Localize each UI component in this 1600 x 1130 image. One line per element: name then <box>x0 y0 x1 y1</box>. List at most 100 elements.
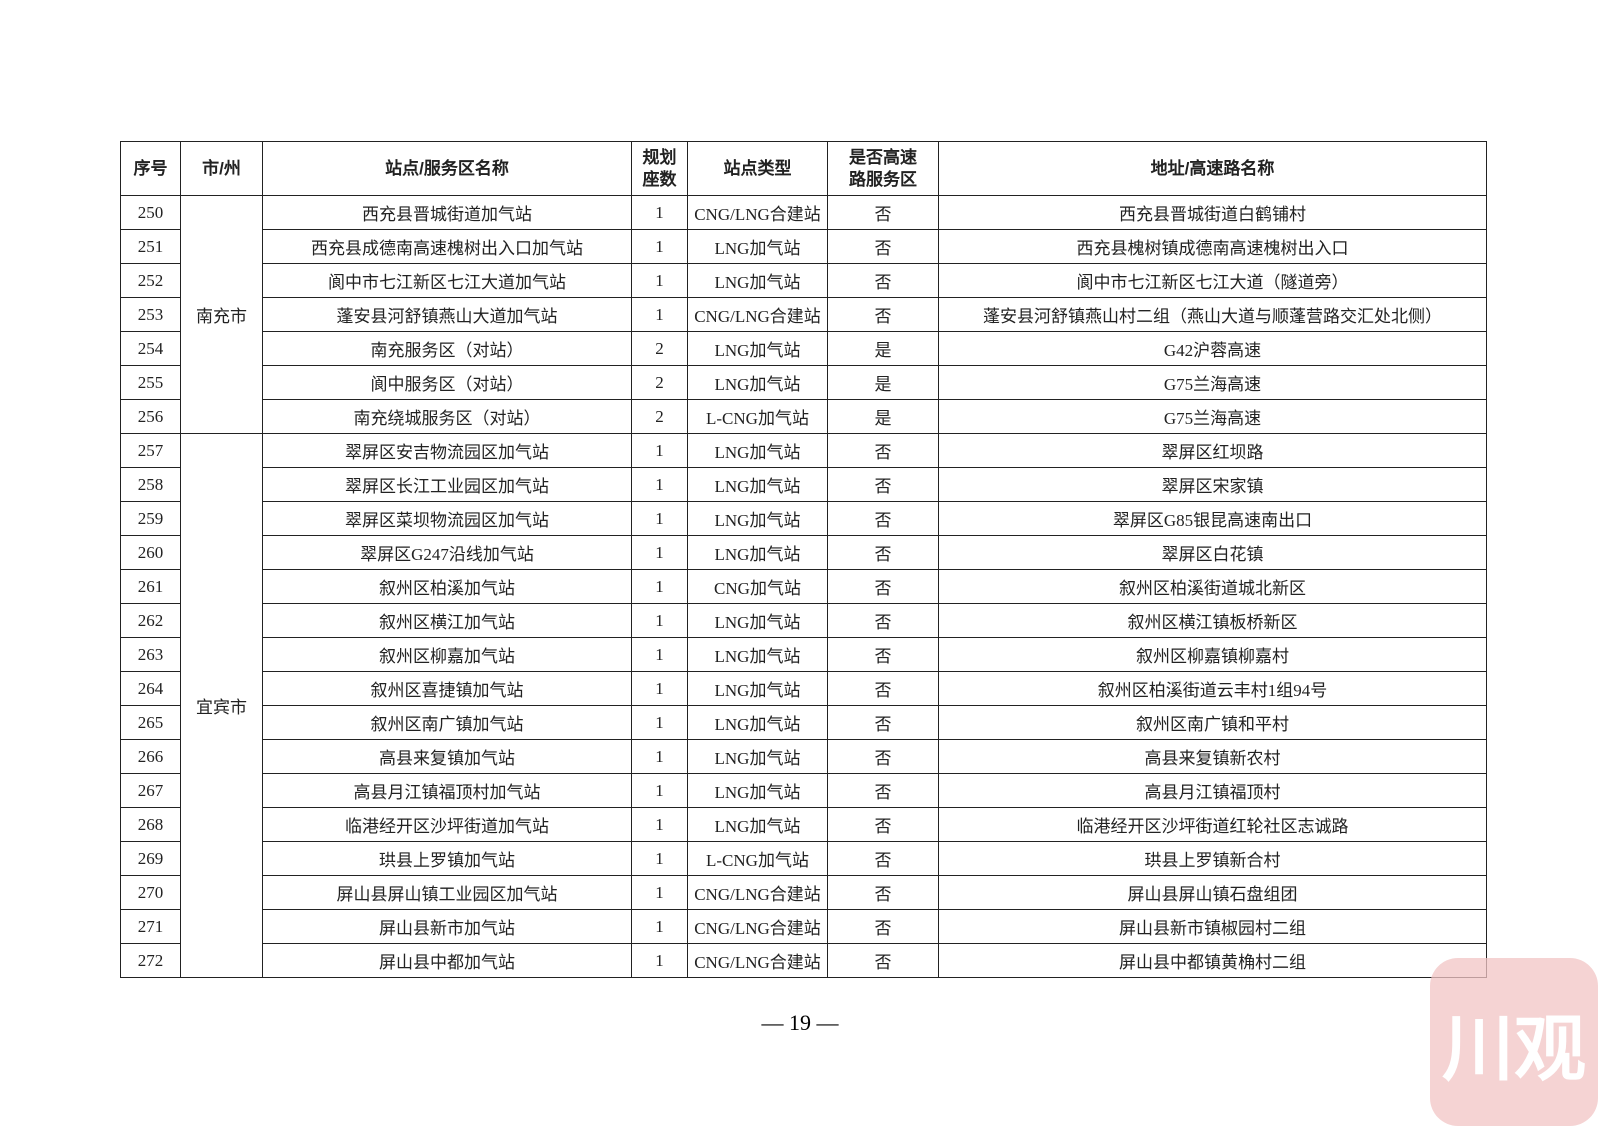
table-row: 272 屏山县中都加气站 1 CNG/LNG合建站否屏山县中都镇黄桷村二组 <box>120 943 1487 978</box>
cell: 否 <box>827 501 939 536</box>
cell: 269 <box>120 841 181 876</box>
cell: 1 <box>631 297 688 332</box>
cell: LNG加气站 <box>687 263 828 298</box>
header-cell: 规划 座数 <box>631 141 688 196</box>
cell: L-CNG加气站 <box>687 399 828 434</box>
cell: 高县来复镇新农村 <box>938 739 1487 774</box>
cell: 否 <box>827 841 939 876</box>
cell: 262 <box>120 603 181 638</box>
cell: 否 <box>827 535 939 570</box>
cell: LNG加气站 <box>687 739 828 774</box>
cell: LNG加气站 <box>687 229 828 264</box>
cell: 否 <box>827 637 939 672</box>
cell: LNG加气站 <box>687 773 828 808</box>
cell: G42沪蓉高速 <box>938 331 1487 366</box>
header-cell: 是否高速 路服务区 <box>827 141 939 196</box>
cell: 259 <box>120 501 181 536</box>
cell: LNG加气站 <box>687 671 828 706</box>
cell: 否 <box>827 943 939 978</box>
cell: 否 <box>827 773 939 808</box>
cell: 否 <box>827 297 939 332</box>
cell: 西充县晋城街道白鹤铺村 <box>938 195 1487 230</box>
table-row: 264 叙州区喜捷镇加气站 1 LNG加气站否叙州区柏溪街道云丰村1组94号 <box>120 671 1487 706</box>
cell: 1 <box>631 637 688 672</box>
cell: 否 <box>827 433 939 468</box>
cell: 268 <box>120 807 181 842</box>
cell: 1 <box>631 229 688 264</box>
cell: 1 <box>631 467 688 502</box>
cell: 257 <box>120 433 181 468</box>
cell: 253 <box>120 297 181 332</box>
cell: 西充县晋城街道加气站 <box>262 195 632 230</box>
cell: 264 <box>120 671 181 706</box>
table-row: 256 南充绕城服务区（对站） 2 L-CNG加气站是 G75兰海高速 <box>120 399 1487 434</box>
cell: 蓬安县河舒镇燕山村二组（燕山大道与顺蓬营路交汇处北侧） <box>938 297 1487 332</box>
cell: 阆中市七江新区七江大道加气站 <box>262 263 632 298</box>
cell: 否 <box>827 263 939 298</box>
cell: 叙州区横江加气站 <box>262 603 632 638</box>
cell: LNG加气站 <box>687 705 828 740</box>
cell: 252 <box>120 263 181 298</box>
cell: 翠屏区安吉物流园区加气站 <box>262 433 632 468</box>
cell: 1 <box>631 535 688 570</box>
cell: 翠屏区长江工业园区加气站 <box>262 467 632 502</box>
cell: 1 <box>631 807 688 842</box>
cell: 否 <box>827 705 939 740</box>
cell: LNG加气站 <box>687 331 828 366</box>
table-row: 250 南充市 西充县晋城街道加气站 1 CNG/LNG合建站否西充县晋城街道白鹤铺村 <box>120 195 1487 434</box>
header-cell: 站点类型 <box>687 141 828 196</box>
cell: 1 <box>631 501 688 536</box>
city-cell: 宜宾市 <box>180 433 263 978</box>
cell: 高县月江镇福顶村 <box>938 773 1487 808</box>
cell: 屏山县新市镇椒园村二组 <box>938 909 1487 944</box>
cell: 1 <box>631 195 688 230</box>
cell: 翠屏区G85银昆高速南出口 <box>938 501 1487 536</box>
cell: 2 <box>631 365 688 400</box>
table-row: 268 临港经开区沙坪街道加气站 1 LNG加气站否临港经开区沙坪街道红轮社区志诚路 <box>120 807 1487 842</box>
header-cell: 市/州 <box>180 141 263 196</box>
cell: 否 <box>827 671 939 706</box>
cell: 叙州区柏溪街道城北新区 <box>938 569 1487 604</box>
cell: LNG加气站 <box>687 637 828 672</box>
cell: L-CNG加气站 <box>687 841 828 876</box>
cell: 272 <box>120 943 181 978</box>
cell: CNG/LNG合建站 <box>687 909 828 944</box>
cell: 叙州区柳嘉镇柳嘉村 <box>938 637 1487 672</box>
table-row: 269 珙县上罗镇加气站 1 L-CNG加气站否珙县上罗镇新合村 <box>120 841 1487 876</box>
cell: 1 <box>631 739 688 774</box>
cell: 阆中服务区（对站） <box>262 365 632 400</box>
cell: 否 <box>827 195 939 230</box>
cell: 否 <box>827 467 939 502</box>
cell: 否 <box>827 875 939 910</box>
cell: 阆中市七江新区七江大道（隧道旁） <box>938 263 1487 298</box>
cell: G75兰海高速 <box>938 365 1487 400</box>
watermark: 川观 <box>1430 958 1598 1126</box>
cell: 1 <box>631 671 688 706</box>
cell: 高县月江镇福顶村加气站 <box>262 773 632 808</box>
table-row: 258 翠屏区长江工业园区加气站 1 LNG加气站否翠屏区宋家镇 <box>120 467 1487 502</box>
table-row: 259 翠屏区菜坝物流园区加气站 1 LNG加气站否翠屏区G85银昆高速南出口 <box>120 501 1487 536</box>
cell: 258 <box>120 467 181 502</box>
cell: 临港经开区沙坪街道红轮社区志诚路 <box>938 807 1487 842</box>
table-row: 266 高县来复镇加气站 1 LNG加气站否高县来复镇新农村 <box>120 739 1487 774</box>
cell: 1 <box>631 773 688 808</box>
cell: 屏山县中都加气站 <box>262 943 632 978</box>
cell: 蓬安县河舒镇燕山大道加气站 <box>262 297 632 332</box>
cell: 屏山县新市加气站 <box>262 909 632 944</box>
cell: 屏山县屏山镇工业园区加气站 <box>262 875 632 910</box>
cell: 265 <box>120 705 181 740</box>
cell: 1 <box>631 603 688 638</box>
cell: LNG加气站 <box>687 467 828 502</box>
cell: 2 <box>631 399 688 434</box>
cell: 1 <box>631 943 688 978</box>
cell: 珙县上罗镇新合村 <box>938 841 1487 876</box>
cell: 叙州区横江镇板桥新区 <box>938 603 1487 638</box>
cell: 1 <box>631 841 688 876</box>
cell: 251 <box>120 229 181 264</box>
cell: LNG加气站 <box>687 501 828 536</box>
cell: 1 <box>631 263 688 298</box>
cell: 1 <box>631 875 688 910</box>
cell: 1 <box>631 909 688 944</box>
cell: 1 <box>631 705 688 740</box>
